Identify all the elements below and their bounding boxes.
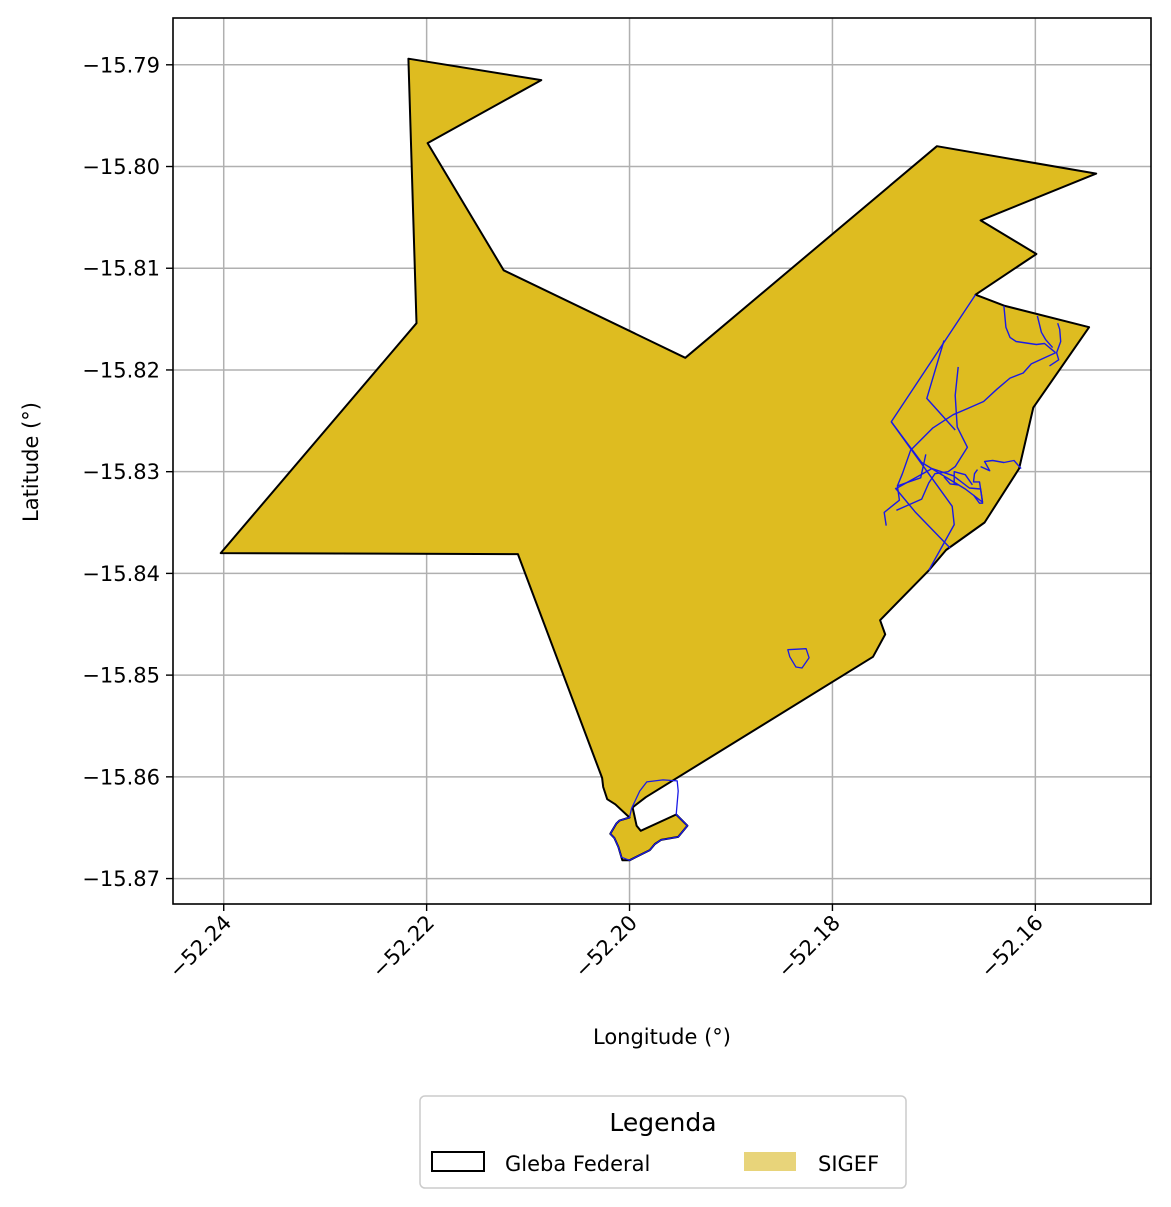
gleba-federal-polygon [219,57,1098,862]
sigef-boundary-3 [896,366,969,511]
sigef-boundary-9 [1049,322,1062,367]
sigef-boundary-0 [890,294,984,503]
y-tick-label-3: −15.82 [82,358,160,382]
x-axis-title: Longitude (°) [593,1025,731,1049]
legend-swatch-sigef [744,1152,796,1171]
y-tick-label-7: −15.86 [82,765,160,789]
legend: Legenda Gleba Federal SIGEF [419,1095,907,1189]
sigef-boundary-1 [890,421,955,571]
sigef-boundary-7 [1036,315,1054,349]
y-axis-title: Latitude (°) [19,402,43,522]
legend-title: Legenda [609,1108,716,1137]
sigef-boundary-5 [894,487,951,549]
sigef-boundary-13 [972,469,984,503]
sigef-boundary-10 [894,467,984,504]
y-tick-label-2: −15.81 [82,257,160,281]
y-tick-label-0: −15.79 [82,53,160,77]
sigef-boundary-6 [1003,305,1057,354]
sigef-boundary-11 [943,476,959,486]
sigef-parcel-1 [609,779,689,861]
sigef-boundary-8 [896,352,1056,487]
legend-swatch-gleba-federal [431,1151,485,1172]
y-tick-label-1: −15.80 [82,155,160,179]
y-tick-label-5: −15.84 [82,562,160,586]
y-tick-label-8: −15.87 [82,867,160,891]
sigef-boundary-14 [980,459,1022,472]
legend-label-gleba-federal: Gleba Federal [505,1152,650,1176]
sigef-layer [609,294,1062,861]
sigef-boundary-12 [953,471,973,486]
y-tick-label-4: −15.83 [82,460,160,484]
legend-label-sigef: SIGEF [818,1152,879,1176]
plot-frame [172,17,1152,905]
y-tick-label-6: −15.85 [82,664,160,688]
y-axis-ticks: −15.79 −15.80 −15.81 −15.82 −15.83 −15.84 −15.… [82,53,173,891]
sigef-parcel-0 [787,648,810,669]
gleba-federal-layer [219,57,1098,862]
